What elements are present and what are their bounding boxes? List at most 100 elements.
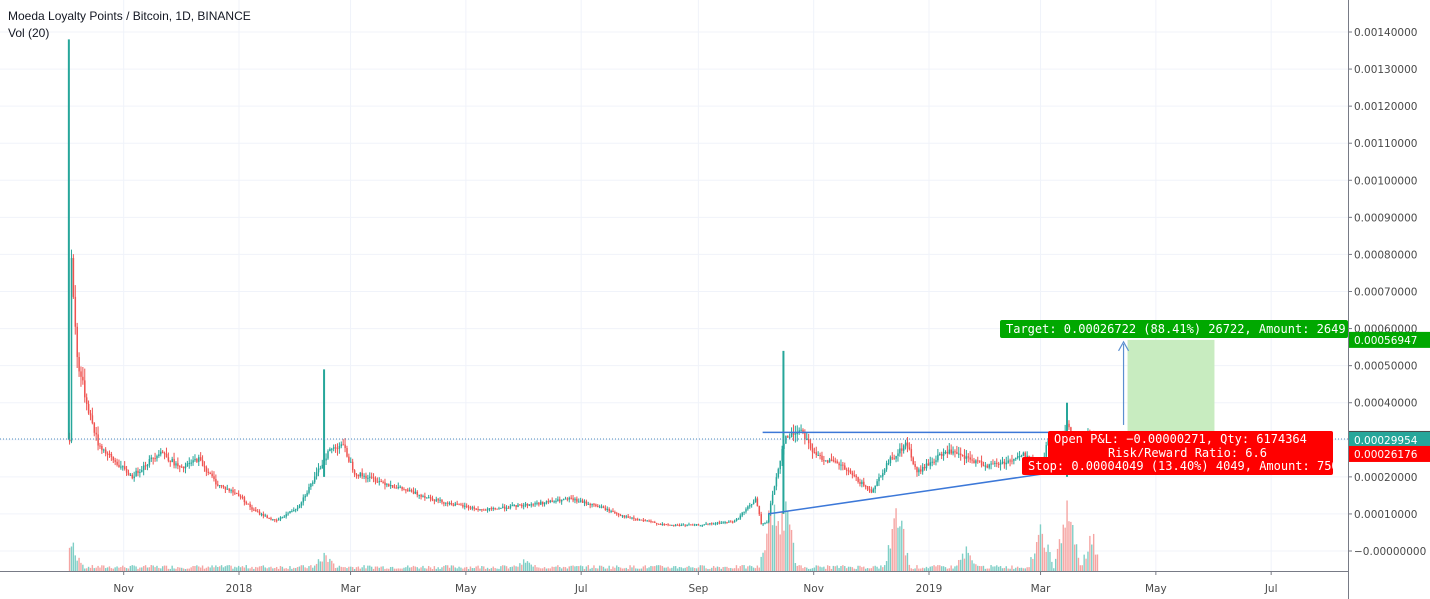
candle-body bbox=[486, 508, 489, 511]
volume-bar bbox=[1068, 521, 1070, 571]
candle-body bbox=[792, 432, 795, 435]
volume-bar bbox=[591, 567, 593, 571]
candle-body bbox=[952, 451, 954, 454]
candle-body bbox=[473, 507, 476, 509]
candle-body bbox=[414, 491, 417, 494]
volume-bar bbox=[937, 565, 939, 571]
volume-bar bbox=[205, 567, 208, 571]
volume-bar bbox=[110, 568, 113, 571]
candle-body bbox=[749, 505, 751, 507]
volume-bar bbox=[939, 565, 941, 571]
candle-body bbox=[769, 503, 772, 514]
candle-body bbox=[325, 458, 327, 461]
candle-body bbox=[70, 258, 73, 442]
volume-bar bbox=[220, 565, 223, 571]
volume-bar bbox=[547, 568, 550, 571]
stop-label[interactable]: Stop: 0.00004049 (13.40%) 4049, Amount: … bbox=[1022, 457, 1339, 475]
candle-body bbox=[999, 462, 1002, 465]
volume-bar bbox=[321, 561, 323, 571]
volume-bar bbox=[1015, 567, 1017, 571]
volume-bar bbox=[766, 533, 768, 571]
target-label[interactable]: Target: 0.00026722 (88.41%) 26722, Amoun… bbox=[1000, 320, 1367, 338]
price-axis[interactable]: 0.00140000 0.00130000 0.00120000 0.00110000… bbox=[1348, 0, 1430, 599]
candle-body bbox=[127, 472, 130, 476]
volume-bar bbox=[756, 565, 759, 571]
volume-bar bbox=[148, 567, 151, 571]
volume-bar bbox=[363, 565, 365, 571]
candle-body bbox=[880, 476, 882, 478]
candle-body bbox=[602, 506, 605, 509]
target-price-tag[interactable]: 0.00056947 bbox=[1349, 331, 1430, 348]
volume-bar bbox=[967, 552, 969, 571]
volume-bar bbox=[146, 567, 149, 571]
candle-body bbox=[918, 469, 920, 473]
candle-body bbox=[887, 463, 890, 465]
price-tick-label: 0.00080000 bbox=[1354, 249, 1417, 261]
candle-body bbox=[811, 448, 814, 453]
candle-body bbox=[327, 451, 329, 459]
volume-bar bbox=[1035, 542, 1038, 571]
volume-bar bbox=[327, 561, 329, 571]
volume-bar bbox=[137, 568, 139, 571]
volume-bar bbox=[659, 565, 662, 571]
volume-bar bbox=[996, 565, 998, 571]
open-pl-label[interactable]: Open P&L: −0.00000271, Qty: 6174364 bbox=[1048, 431, 1333, 448]
candle-body bbox=[435, 499, 438, 501]
candle-body bbox=[963, 455, 966, 459]
volume-bar bbox=[988, 568, 990, 571]
stop-price-tag[interactable]: 0.00026176 bbox=[1349, 445, 1430, 462]
candle-body bbox=[258, 511, 261, 515]
volume-bar bbox=[1039, 524, 1042, 571]
candle-body bbox=[661, 523, 664, 525]
volume-bar bbox=[1045, 551, 1047, 571]
volume-bar bbox=[826, 565, 829, 571]
candle-body bbox=[629, 517, 631, 519]
candle-body bbox=[313, 476, 316, 483]
time-axis[interactable]: Nov 2018 Mar May Jul Sep Nov 2019 Mar May Jul bbox=[0, 571, 1348, 595]
volume-bar bbox=[1026, 567, 1028, 571]
volume-bar bbox=[1087, 551, 1089, 571]
volume-bar bbox=[1085, 558, 1087, 571]
candle-body bbox=[255, 509, 257, 512]
candle-body bbox=[521, 504, 523, 507]
volume-bar bbox=[351, 567, 354, 571]
volume-bar bbox=[787, 511, 789, 571]
candle-body bbox=[503, 506, 506, 509]
volume-bar bbox=[754, 568, 757, 571]
volume-bar bbox=[838, 567, 840, 571]
entry-price-tag[interactable]: 0.00029954 bbox=[1349, 431, 1430, 448]
candle-body bbox=[169, 460, 172, 462]
volume-bar bbox=[152, 565, 154, 571]
candle-body bbox=[420, 494, 422, 497]
candle-body bbox=[857, 477, 859, 482]
time-tick-label: Sep bbox=[688, 583, 708, 595]
volume-bar bbox=[342, 567, 344, 571]
candle-body bbox=[256, 511, 259, 513]
volume-bar bbox=[731, 568, 734, 571]
position-labels[interactable]: Target: 0.00026722 (88.41%) 26722, Amoun… bbox=[1000, 320, 1367, 475]
candle-body bbox=[564, 498, 567, 500]
volume-bar bbox=[344, 567, 346, 571]
candle-body bbox=[813, 452, 816, 454]
candle-body bbox=[329, 448, 331, 452]
volume-bar bbox=[868, 568, 871, 571]
volume-bar bbox=[825, 568, 827, 571]
volume-bar bbox=[255, 566, 257, 571]
candle-body bbox=[91, 415, 94, 424]
volume-bar bbox=[999, 566, 1002, 571]
volume-bar bbox=[496, 568, 498, 571]
volume-bar bbox=[422, 565, 424, 571]
candle-body bbox=[800, 429, 802, 431]
volume-bar bbox=[270, 566, 272, 571]
volume-bar bbox=[904, 555, 907, 571]
volume-bar bbox=[959, 559, 962, 571]
candle-body bbox=[266, 515, 268, 519]
trend-drawings[interactable] bbox=[762, 431, 1062, 515]
volume-bar bbox=[804, 566, 806, 571]
candle-body bbox=[370, 476, 373, 478]
candle-body bbox=[213, 476, 215, 480]
volume-bar bbox=[249, 568, 251, 571]
volume-bar bbox=[1064, 527, 1066, 571]
candle-body bbox=[334, 447, 337, 449]
